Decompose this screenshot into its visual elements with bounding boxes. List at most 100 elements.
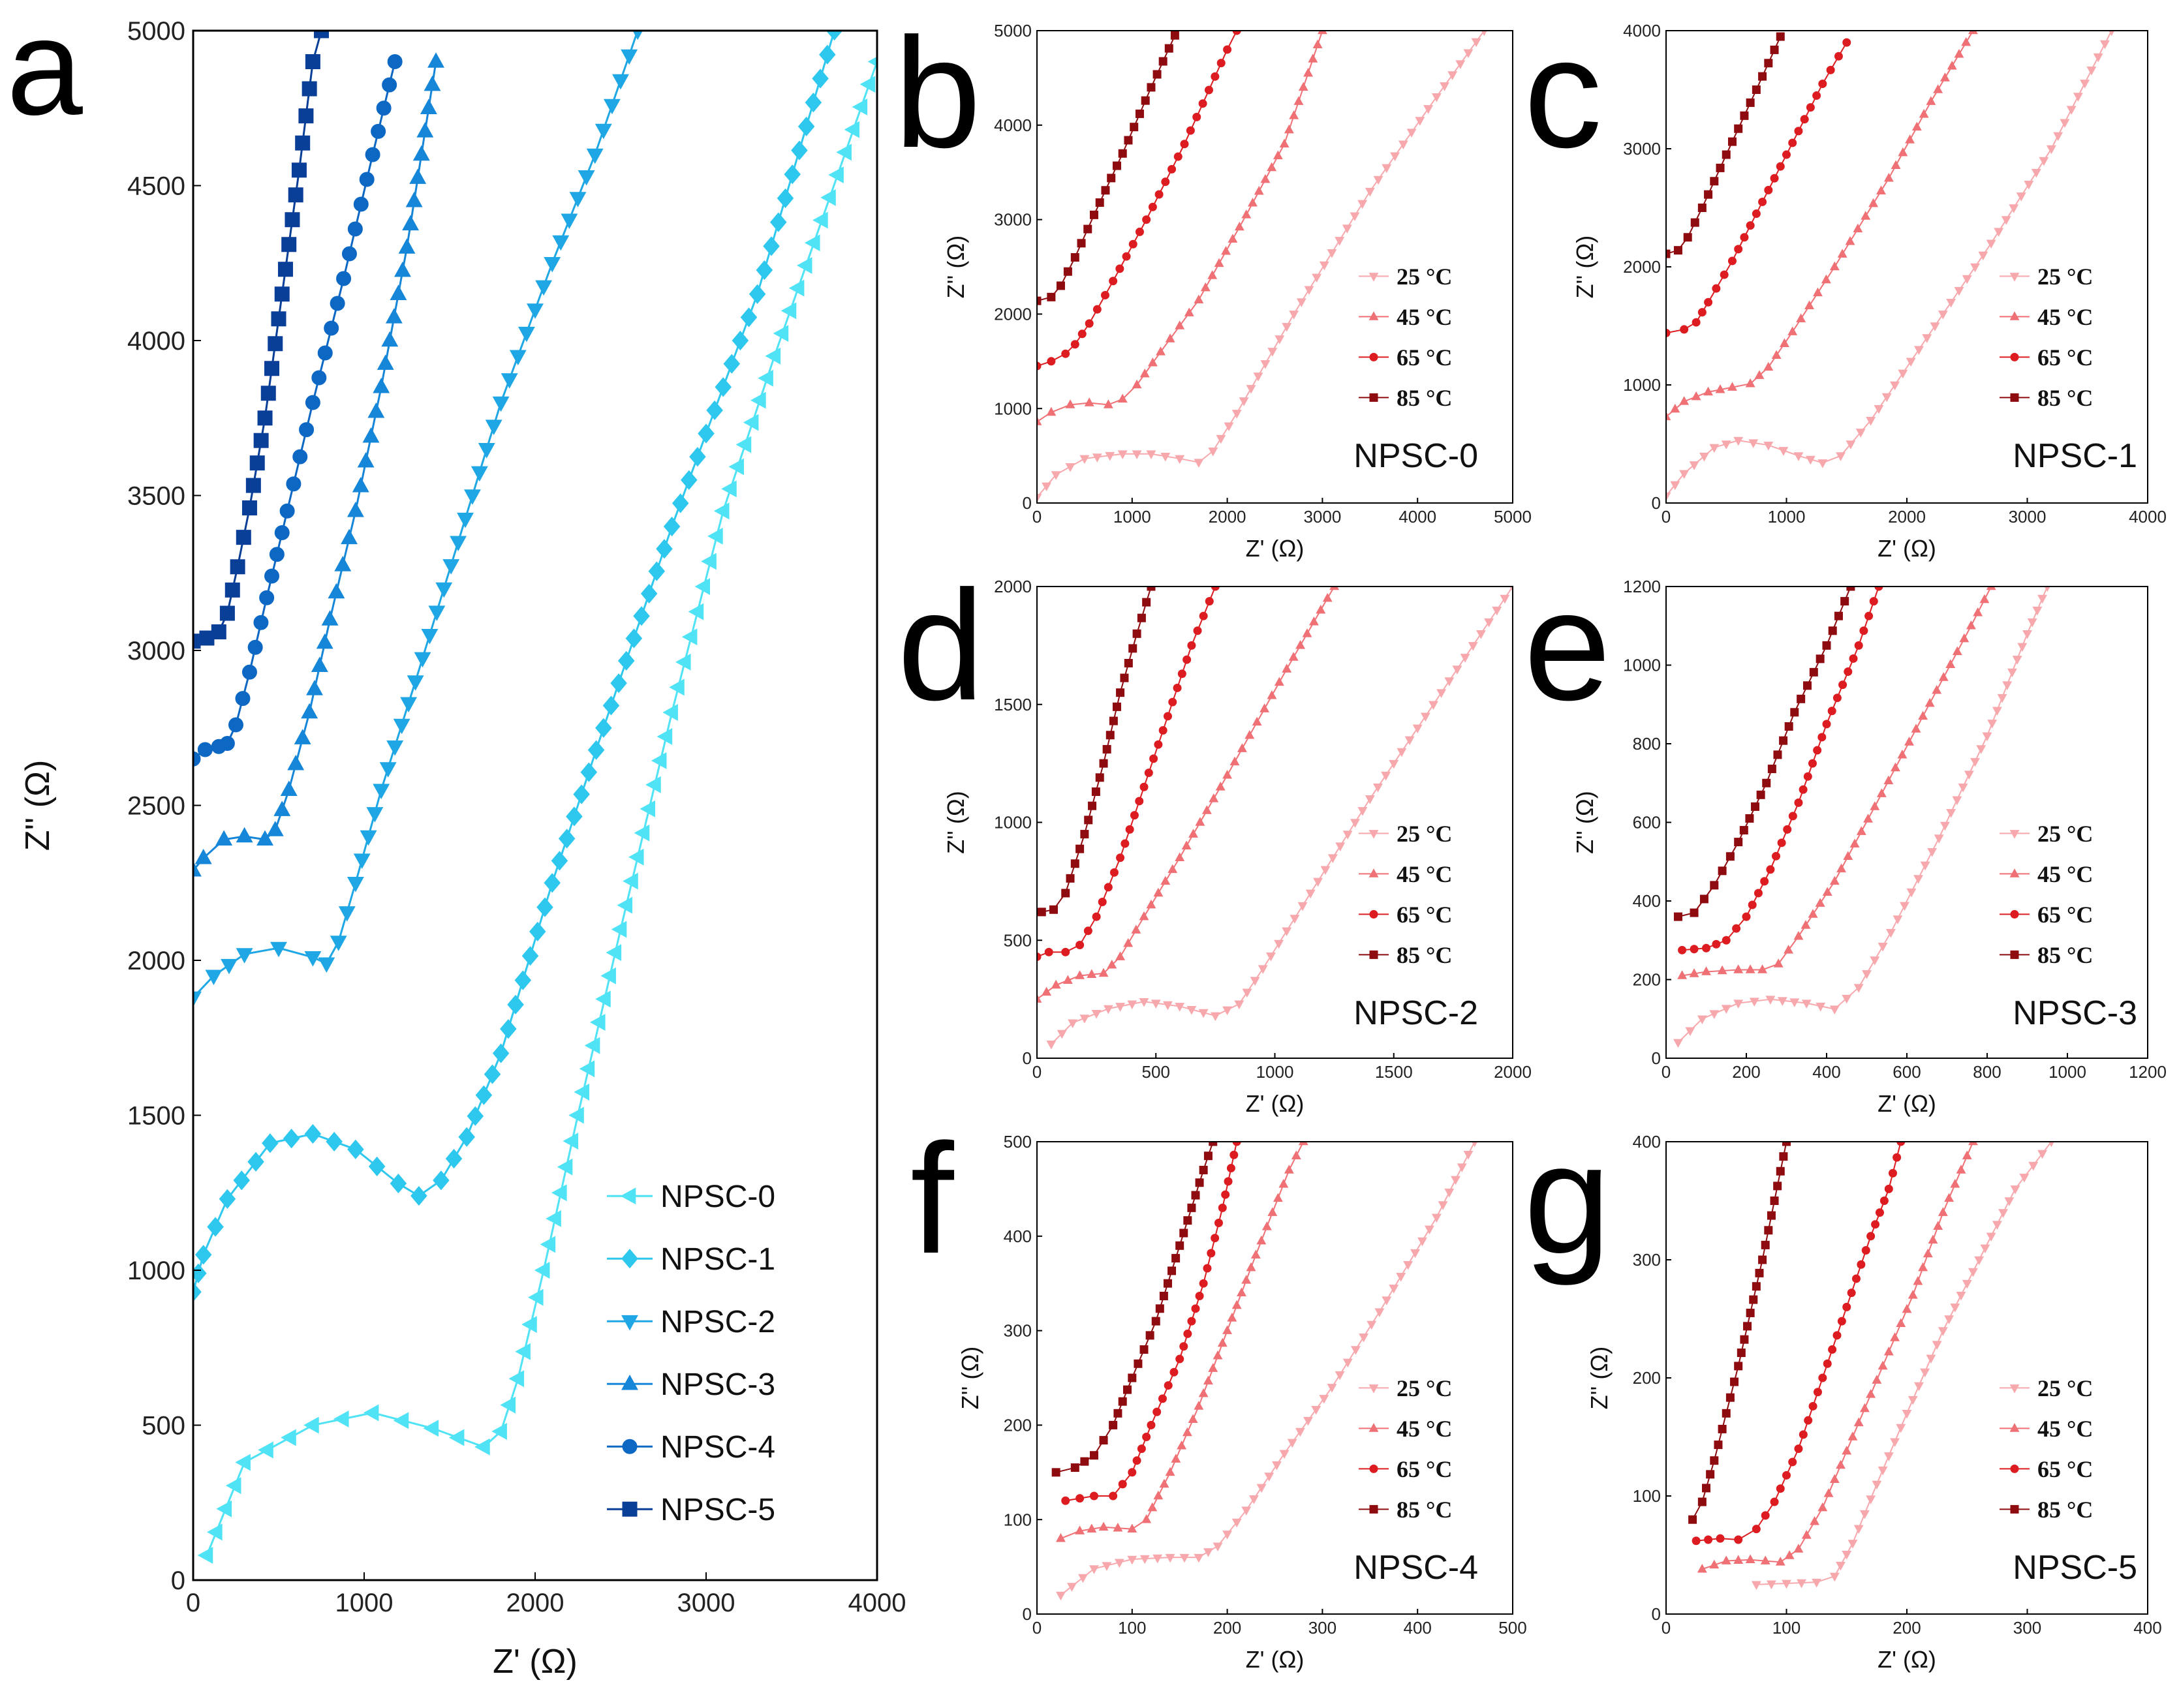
data-point <box>590 1014 606 1031</box>
data-point <box>341 246 357 262</box>
data-point <box>1147 587 1156 591</box>
data-point <box>1775 1557 1785 1566</box>
data-point <box>1248 198 1258 207</box>
data-point <box>1913 1275 1923 1285</box>
data-point <box>1250 1249 1261 1259</box>
data-point <box>587 740 605 760</box>
y-tick-label: 0 <box>1023 1604 1032 1624</box>
data-point <box>305 54 320 69</box>
data-point <box>1423 105 1434 114</box>
data-point <box>1966 620 1976 630</box>
data-point <box>1761 1240 1770 1249</box>
data-point <box>1928 1234 1938 1244</box>
data-point <box>1122 252 1131 261</box>
data-point <box>1727 256 1737 266</box>
data-point <box>207 1217 224 1237</box>
data-point <box>1167 864 1178 874</box>
data-point <box>1834 52 1843 61</box>
data-point <box>1859 626 1868 635</box>
data-point <box>1342 1358 1353 1368</box>
data-point <box>1278 1178 1289 1188</box>
data-point <box>1203 1375 1213 1385</box>
data-point <box>1051 471 1061 480</box>
x-tick-label: 0 <box>1032 1618 1042 1638</box>
data-point <box>1782 150 1791 159</box>
data-point <box>1109 1491 1118 1501</box>
data-point <box>428 605 446 621</box>
data-point <box>1254 185 1264 195</box>
panel-c: 0 1000 2000 3000 4000 0 1000 2000 3000 4000 Z' (Ω)… <box>1524 5 2167 562</box>
data-point <box>1856 826 1866 835</box>
series-25-c <box>1751 1142 2054 1590</box>
data-point <box>1846 440 1856 450</box>
data-point <box>1987 720 1998 729</box>
series-85-c <box>1688 1142 1791 1524</box>
data-point <box>1799 1430 1808 1439</box>
panel-letter-e: e <box>1524 558 1611 733</box>
data-point <box>1748 900 1757 909</box>
legend-label: 45 °C <box>1397 1416 1452 1442</box>
data-point <box>1746 1308 1755 1317</box>
data-point <box>1710 1456 1719 1465</box>
data-point <box>732 330 749 351</box>
data-point <box>617 896 633 914</box>
y-tick-label: 100 <box>1004 1510 1032 1529</box>
data-point <box>1734 1362 1743 1371</box>
data-point <box>1471 38 1481 48</box>
data-point <box>1237 743 1247 752</box>
data-point <box>2039 157 2049 166</box>
data-point <box>1113 1522 1123 1532</box>
data-point <box>1748 439 1759 448</box>
data-point <box>1373 783 1383 793</box>
data-point <box>1815 898 1825 907</box>
data-point <box>1800 920 1811 929</box>
data-point <box>1186 1005 1197 1015</box>
sample-name: NPSC-5 <box>2013 1549 2137 1587</box>
data-point <box>341 528 358 545</box>
data-point <box>1188 1414 1198 1424</box>
data-point <box>1793 1544 1804 1553</box>
data-point <box>230 559 245 575</box>
x-axis-title: Z' (Ω) <box>1878 535 1936 562</box>
data-point <box>2024 181 2034 190</box>
data-point <box>2066 106 2077 115</box>
data-point <box>1986 1232 1996 1242</box>
data-point <box>1295 1427 1305 1437</box>
legend-label: 65 °C <box>2037 344 2093 371</box>
data-point <box>1256 1484 1267 1493</box>
data-point <box>535 280 553 296</box>
data-point <box>1699 894 1708 904</box>
data-point <box>1115 1003 1126 1012</box>
data-point <box>1350 819 1360 828</box>
data-point <box>1115 264 1124 273</box>
data-point <box>836 144 852 161</box>
data-point <box>1697 204 1707 212</box>
panel-letter-a: a <box>7 0 83 144</box>
data-point <box>390 1173 407 1194</box>
data-point <box>1080 1457 1089 1466</box>
data-point <box>305 395 320 410</box>
data-point <box>1083 926 1092 936</box>
data-point <box>1740 1335 1749 1344</box>
x-tick-label: 200 <box>1213 1618 1241 1638</box>
data-point <box>236 530 251 545</box>
data-point <box>1200 282 1211 292</box>
data-point <box>259 590 275 605</box>
data-point <box>299 422 315 438</box>
data-point <box>1812 91 1821 100</box>
data-point <box>219 736 235 751</box>
data-point <box>1226 1164 1235 1173</box>
data-point <box>1859 1403 1870 1412</box>
data-point <box>1869 597 1878 606</box>
y-tick-label: 400 <box>1633 1132 1661 1151</box>
data-point <box>1808 909 1818 918</box>
x-tick-label: 200 <box>1893 1618 1921 1638</box>
data-point <box>1938 1207 1948 1216</box>
data-point <box>1810 1516 1819 1525</box>
data-point <box>1710 881 1719 890</box>
data-point <box>1095 198 1104 207</box>
data-point <box>1932 1341 1942 1350</box>
data-point <box>558 829 576 849</box>
data-point <box>2002 681 2013 690</box>
data-point <box>1974 1256 1985 1266</box>
